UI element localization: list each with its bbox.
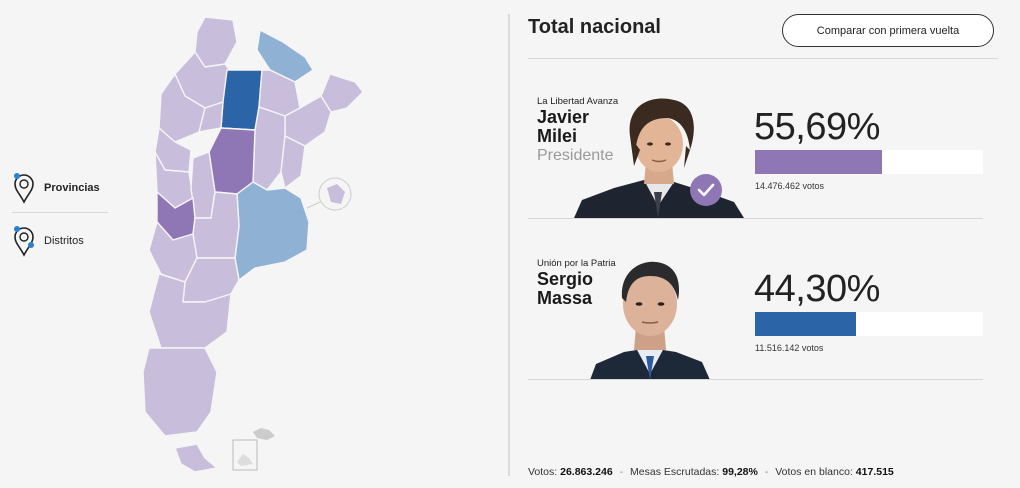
legend-label: Distritos <box>44 235 84 247</box>
map-level-selector: Provincias Distritos <box>12 168 108 261</box>
vote-bar-fill <box>755 150 882 174</box>
candidate-last-name: Massa <box>537 288 593 308</box>
total-votes-value: 26.863.246 <box>560 466 613 478</box>
candidate-percentage: 55,69% <box>754 106 880 148</box>
vote-bar-track <box>755 312 983 336</box>
map-province <box>234 181 310 281</box>
map-province <box>208 127 256 195</box>
compare-first-round-button[interactable]: Comparar con primera vuelta <box>782 14 994 47</box>
legend-divider <box>12 212 108 213</box>
candidate-divider <box>528 379 983 380</box>
total-votes-label: Votos: <box>528 466 558 478</box>
map-province-malvinas <box>253 428 275 440</box>
map-pin-icon <box>12 172 36 204</box>
map-province <box>148 273 232 349</box>
candidate-last-name: Milei <box>537 126 578 146</box>
antarctica-inset <box>232 439 258 471</box>
candidate-first-name: Javier <box>537 107 590 127</box>
candidate-first-name: Sergio <box>537 269 594 289</box>
map-province <box>256 29 314 83</box>
map-pin-icon <box>12 225 36 257</box>
candidate-photo <box>590 256 710 380</box>
map-province <box>252 106 286 191</box>
legend-item-distritos[interactable]: Distritos <box>12 221 108 261</box>
candidate-divider <box>528 218 983 219</box>
candidate-party: Unión por la Patria <box>537 258 616 269</box>
caba-inset-circle <box>318 177 352 211</box>
candidate-votes: 14.476.462 votos <box>755 181 825 191</box>
blank-votes-value: 417.515 <box>855 466 894 478</box>
map-province <box>280 135 306 189</box>
vote-bar-track <box>755 150 983 174</box>
map-province <box>142 347 218 437</box>
candidate-card-milei: La Libertad Avanza Javier Milei Presiden… <box>528 70 983 220</box>
footer-separator: - <box>619 466 624 478</box>
blank-votes-label: Votos en blanco: <box>775 466 853 478</box>
candidate-role: Presidente <box>537 147 614 164</box>
footer-separator: - <box>764 466 769 478</box>
map-province <box>194 16 238 68</box>
totals-footer: Votos: 26.863.246 - Mesas Escrutadas: 99… <box>528 466 894 478</box>
map-province-caba <box>327 184 345 204</box>
candidate-party: La Libertad Avanza <box>537 96 619 107</box>
map-province <box>220 69 263 131</box>
panel-divider <box>508 14 510 476</box>
legend-item-provincias[interactable]: Provincias <box>12 168 108 208</box>
candidate-card-massa: Unión por la Patria Sergio Massa 44,30% … <box>528 232 983 382</box>
legend-label: Provincias <box>44 182 100 194</box>
argentina-results-map[interactable] <box>135 12 375 477</box>
candidate-photo <box>574 96 744 218</box>
winner-check-icon <box>690 174 722 206</box>
page-title: Total nacional <box>528 16 661 38</box>
vote-bar-fill <box>755 312 856 336</box>
mesas-value: 99,28% <box>722 466 758 478</box>
map-province <box>174 443 218 473</box>
map-province <box>158 73 206 143</box>
mesas-label: Mesas Escrutadas: <box>630 466 720 478</box>
header-divider <box>528 58 998 59</box>
candidate-percentage: 44,30% <box>754 268 880 310</box>
candidate-votes: 11.516.142 votos <box>755 343 824 353</box>
